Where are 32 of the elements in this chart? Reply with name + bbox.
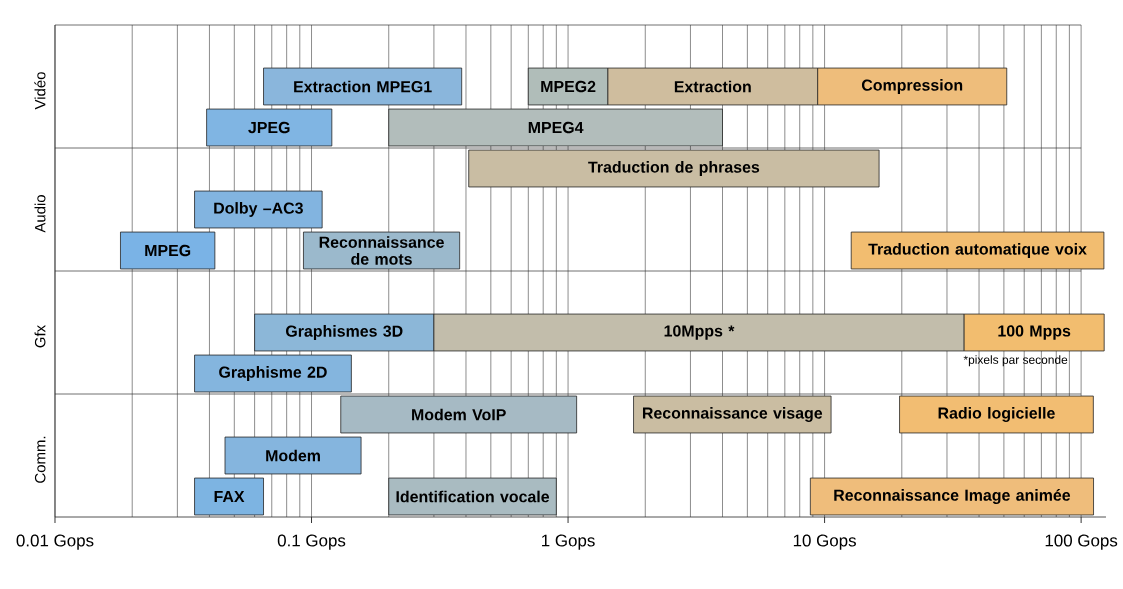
x-tick-label: 10 Gops [793,534,856,550]
series-label: Reconnaissance de mots [319,236,444,265]
y-tick-label: Vidéo [34,72,46,110]
series-label: MPEG4 [528,121,584,134]
x-tick-label: 0.1 Gops [277,534,346,550]
y-tick-label: Comm. [34,436,46,483]
series-label: Radio logicielle [938,407,1055,422]
series-label: Modem [266,449,320,462]
series-label: 100 Mpps [998,325,1071,340]
annotation: *pixels par seconde [963,355,1068,367]
series-label: MPEG2 [541,80,596,93]
series-label: Traduction automatique voix [868,243,1087,258]
series-label: Modem VoIP [412,408,506,421]
series-label: Graphismes 3D [286,325,403,340]
y-tick-label: Gfx [34,325,46,348]
x-tick-label: 1 Gops [542,534,595,550]
x-tick-label: 0.01 Gops [16,534,94,550]
series-label: 10Mpps * [664,325,735,340]
series-label: Compression [861,79,963,94]
series-label: MPEG [145,244,191,257]
series-label: JPEG [248,121,290,134]
series-label: Extraction [674,80,751,93]
series-label: Reconnaissance visage [642,407,823,422]
series-label: Traduction de phrases [588,161,760,176]
series-label: Extraction MPEG1 [294,80,432,93]
series-label: Graphisme 2D [219,366,327,381]
y-tick-label: Audio [34,195,46,233]
series-label: Dolby –AC3 [214,202,303,217]
series-label: FAX [214,491,245,502]
series-label: Reconnaissance Image animée [834,488,1071,505]
series-label: Identification vocale [396,490,550,503]
x-tick-label: 100 Gops [1045,534,1118,550]
